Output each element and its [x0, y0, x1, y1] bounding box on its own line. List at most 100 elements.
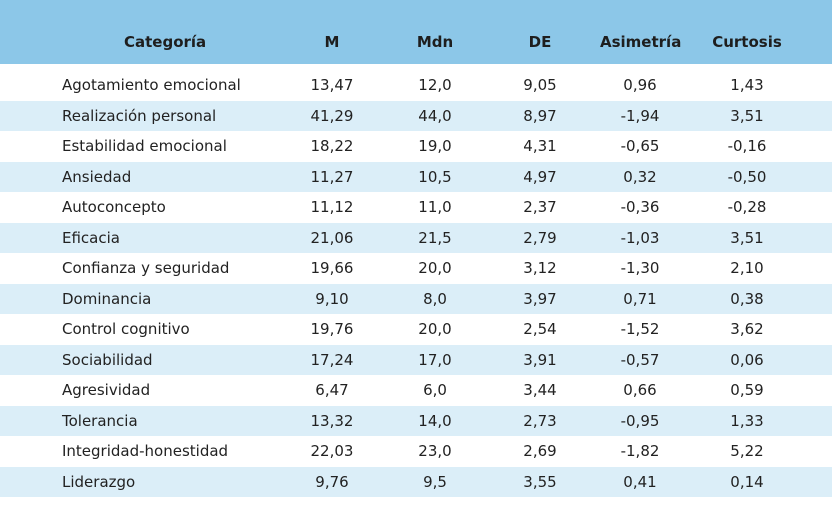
cell-categoria: Ansiedad [62, 167, 132, 186]
cell-curtosis: 3,51 [730, 228, 764, 247]
table-row: Integridad-honestidad 22,03 23,0 2,69 -1,82 5… [0, 436, 832, 467]
cell-categoria: Sociabilidad [62, 350, 153, 369]
cell-mdn: 44,0 [418, 106, 452, 125]
table-header: Categoría M Mdn DE Asimetría Curtosis [0, 0, 832, 64]
cell-m: 19,76 [310, 320, 354, 338]
cell-de: 3,44 [523, 381, 557, 399]
cell-mdn: 11,0 [418, 198, 452, 216]
cell-curtosis: 1,43 [730, 76, 764, 94]
cell-categoria: Autoconcepto [62, 198, 166, 216]
cell-asimetria: -0,65 [620, 137, 660, 155]
cell-curtosis: 3,62 [730, 320, 764, 338]
cell-de: 9,05 [523, 76, 557, 94]
cell-mdn: 23,0 [418, 442, 452, 460]
cell-curtosis: 0,38 [730, 289, 764, 308]
cell-asimetria: 0,32 [623, 167, 657, 186]
table-row: Sociabilidad 17,24 17,0 3,91 -0,57 0,06 [0, 344, 832, 375]
cell-categoria: Dominancia [62, 289, 152, 308]
cell-categoria: Confianza y seguridad [62, 259, 230, 277]
cell-curtosis: 3,51 [730, 106, 764, 125]
cell-de: 2,37 [523, 198, 557, 216]
cell-categoria: Realización personal [62, 106, 217, 125]
cell-de: 3,97 [523, 289, 557, 308]
cell-mdn: 12,0 [418, 76, 452, 94]
table-row: Ansiedad 11,27 10,5 4,97 0,32 -0,50 [0, 161, 832, 192]
table-row: Confianza y seguridad 19,66 20,0 3,12 -1,30 2… [0, 253, 832, 284]
cell-de: 4,97 [523, 167, 557, 186]
cell-curtosis: 0,14 [730, 472, 764, 491]
cell-de: 3,12 [523, 259, 557, 277]
header-de: DE [528, 33, 552, 51]
cell-m: 22,03 [310, 442, 354, 460]
cell-m: 19,66 [310, 259, 354, 277]
cell-mdn: 10,5 [418, 167, 452, 186]
table-row: Dominancia 9,10 8,0 3,97 0,71 0,38 [0, 283, 832, 314]
cell-asimetria: -1,30 [620, 259, 660, 277]
cell-de: 2,54 [523, 320, 557, 338]
cell-asimetria: -0,57 [620, 350, 660, 369]
cell-asimetria: 0,71 [623, 289, 657, 308]
table-row: Estabilidad emocional 18,22 19,0 4,31 -0,65 -… [0, 131, 832, 162]
cell-categoria: Control cognitivo [62, 320, 190, 338]
cell-m: 21,06 [310, 228, 354, 247]
cell-categoria: Liderazgo [62, 472, 136, 491]
cell-curtosis: 0,06 [730, 350, 764, 369]
cell-mdn: 19,0 [418, 137, 452, 155]
cell-curtosis: -0,50 [727, 167, 767, 186]
cell-asimetria: 0,96 [623, 76, 657, 94]
cell-categoria: Agotamiento emocional [62, 76, 241, 94]
cell-categoria: Eficacia [62, 228, 120, 247]
cell-de: 2,79 [523, 228, 557, 247]
cell-de: 2,69 [523, 442, 557, 460]
header-curtosis: Curtosis [712, 33, 782, 51]
cell-m: 6,47 [315, 381, 349, 399]
header-asimetria: Asimetría [600, 33, 682, 51]
cell-m: 11,12 [310, 198, 354, 216]
table-row: Tolerancia 13,32 14,0 2,73 -0,95 1,33 [0, 405, 832, 436]
cell-asimetria: 0,41 [623, 472, 657, 491]
cell-mdn: 21,5 [418, 228, 452, 247]
cell-mdn: 20,0 [418, 320, 452, 338]
table-row: Agresividad 6,47 6,0 3,44 0,66 0,59 [0, 375, 832, 406]
cell-curtosis: -0,16 [727, 137, 767, 155]
cell-m: 11,27 [310, 167, 354, 186]
cell-mdn: 14,0 [418, 411, 452, 430]
cell-asimetria: -1,82 [620, 442, 660, 460]
cell-categoria: Integridad-honestidad [62, 442, 229, 460]
cell-de: 4,31 [523, 137, 557, 155]
cell-curtosis: -0,28 [727, 198, 767, 216]
table-row: Autoconcepto 11,12 11,0 2,37 -0,36 -0,28 [0, 192, 832, 223]
cell-de: 8,97 [523, 106, 557, 125]
cell-mdn: 20,0 [418, 259, 452, 277]
cell-m: 17,24 [310, 350, 354, 369]
header-mdn: Mdn [416, 33, 454, 51]
table-row: Eficacia 21,06 21,5 2,79 -1,03 3,51 [0, 222, 832, 253]
cell-asimetria: 0,66 [623, 381, 657, 399]
cell-categoria: Tolerancia [62, 411, 138, 430]
cell-m: 41,29 [310, 106, 354, 125]
cell-m: 18,22 [310, 137, 354, 155]
cell-de: 3,55 [523, 472, 557, 491]
header-m: M [324, 33, 340, 51]
cell-asimetria: -0,36 [620, 198, 660, 216]
cell-curtosis: 5,22 [730, 442, 764, 460]
cell-curtosis: 2,10 [730, 259, 764, 277]
cell-categoria: Estabilidad emocional [62, 137, 227, 155]
cell-mdn: 9,5 [423, 472, 447, 491]
table-row: Realización personal 41,29 44,0 8,97 -1,94 3,… [0, 100, 832, 131]
cell-asimetria: -1,03 [620, 228, 660, 247]
header-categoria: Categoría [124, 33, 207, 51]
cell-curtosis: 1,33 [730, 411, 764, 430]
cell-mdn: 8,0 [423, 289, 447, 308]
cell-m: 9,10 [315, 289, 349, 308]
cell-m: 13,32 [310, 411, 354, 430]
table-row: Agotamiento emocional 13,47 12,0 9,05 0,96 1,… [0, 70, 832, 101]
cell-m: 13,47 [310, 76, 354, 94]
cell-asimetria: -1,52 [620, 320, 660, 338]
cell-asimetria: -1,94 [620, 106, 660, 125]
cell-categoria: Agresividad [62, 381, 151, 399]
table-row: Liderazgo 9,76 9,5 3,55 0,41 0,14 [0, 466, 832, 497]
cell-asimetria: -0,95 [620, 411, 660, 430]
table-row: Control cognitivo 19,76 20,0 2,54 -1,52 3,62 [0, 314, 832, 345]
